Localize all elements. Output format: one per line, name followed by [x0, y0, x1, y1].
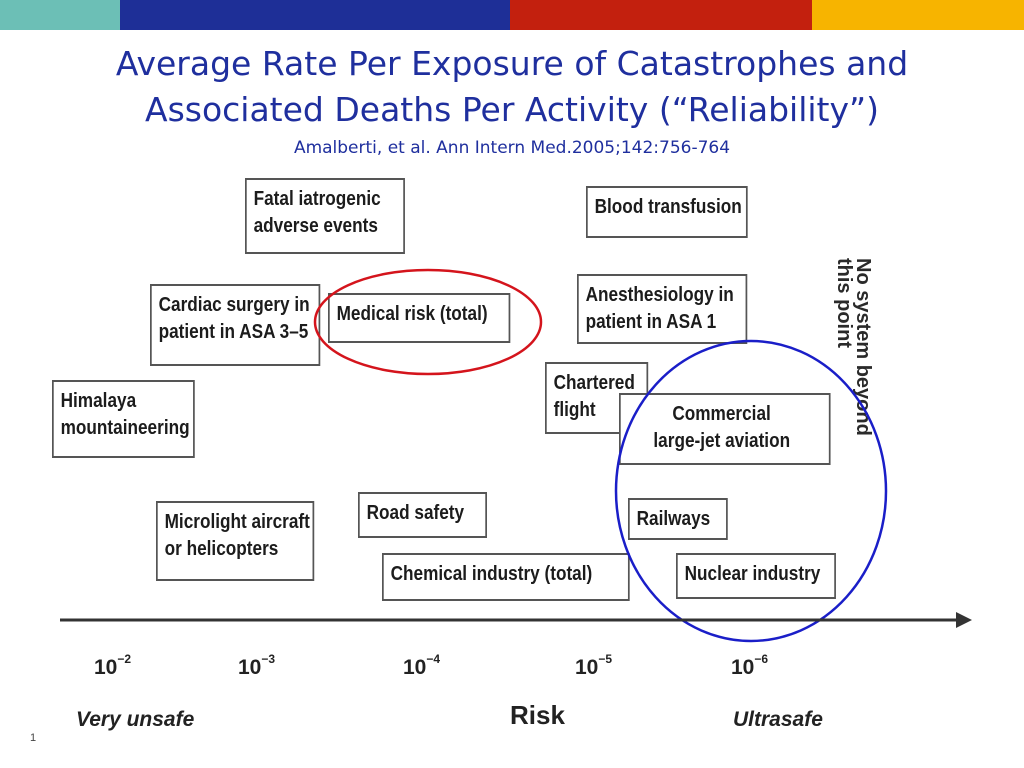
box-blood-transfusion: Blood transfusion — [586, 186, 748, 238]
tick-exponent: −6 — [754, 652, 769, 666]
blue-highlight-ellipse — [614, 339, 888, 643]
slide-number: 1 — [30, 732, 37, 744]
axis-tick: 10−4 — [403, 652, 441, 680]
box-line: or helicopters — [164, 538, 279, 560]
box-line: Microlight aircraft — [164, 511, 310, 533]
box-railways: Railways — [628, 498, 728, 540]
box-line: patient in ASA 3–5 — [158, 321, 309, 343]
box-line: Himalaya — [60, 390, 137, 412]
box-line: mountaineering — [60, 417, 190, 439]
header-stripe-teal — [0, 0, 120, 30]
box-line: Chemical industry (total) — [390, 563, 593, 585]
no-system-beyond-note: No system beyond this point — [833, 258, 874, 436]
box-himalaya: Himalaya mountaineering — [52, 380, 195, 458]
tick-base: 10 — [94, 656, 118, 679]
header-divider — [0, 30, 1024, 32]
box-line: Fatal iatrogenic — [253, 188, 381, 210]
header-stripe-blue — [120, 0, 510, 30]
axis-tick: 10−6 — [731, 652, 769, 680]
risk-axis-arrowhead — [956, 612, 972, 628]
tick-base: 10 — [575, 656, 599, 679]
box-commercial-aviation: Commercial large-jet aviation — [619, 393, 831, 465]
box-line: flight — [553, 399, 596, 421]
box-line: patient in ASA 1 — [585, 311, 717, 333]
tick-exponent: −3 — [261, 652, 276, 666]
tick-base: 10 — [238, 656, 262, 679]
header-stripe-yellow — [812, 0, 1024, 30]
box-fatal-iatrogenic: Fatal iatrogenic adverse events — [245, 178, 405, 254]
box-chemical-industry: Chemical industry (total) — [382, 553, 630, 601]
box-line: Anesthesiology in — [585, 284, 734, 306]
axis-tick: 10−3 — [238, 652, 276, 680]
box-line: Chartered — [553, 372, 635, 394]
header-stripe-red — [510, 0, 812, 30]
tick-exponent: −4 — [426, 652, 441, 666]
box-anesthesiology: Anesthesiology in patient in ASA 1 — [577, 274, 748, 344]
box-nuclear-industry: Nuclear industry — [676, 553, 836, 599]
axis-label-risk: Risk — [510, 700, 565, 730]
box-road-safety: Road safety — [358, 492, 487, 538]
box-cardiac-surgery: Cardiac surgery in patient in ASA 3–5 — [150, 284, 321, 366]
citation: Amalberti, et al. Ann Intern Med.2005;14… — [293, 138, 731, 158]
tick-exponent: −2 — [117, 652, 132, 666]
box-microlight: Microlight aircraft or helicopters — [156, 501, 315, 581]
axis-tick: 10−2 — [94, 652, 132, 680]
box-line: Blood transfusion — [594, 196, 742, 218]
axis-label-ultrasafe: Ultrasafe — [733, 708, 823, 731]
box-line: Cardiac surgery in — [158, 294, 310, 316]
box-line: Commercial — [672, 403, 771, 425]
axis-tick: 10−5 — [575, 652, 613, 680]
tick-exponent: −5 — [598, 652, 613, 666]
box-medical-risk: Medical risk (total) — [328, 293, 511, 343]
red-highlight-ellipse — [313, 268, 543, 376]
box-line: Road safety — [366, 502, 465, 524]
slide-title-line-2: Associated Deaths Per Activity (“Reliabi… — [145, 90, 879, 129]
slide-title-line-1: Average Rate Per Exposure of Catastrophe… — [115, 44, 909, 83]
box-line: Nuclear industry — [684, 563, 821, 585]
box-line: adverse events — [253, 215, 378, 237]
box-line: Medical risk (total) — [336, 303, 488, 325]
tick-base: 10 — [731, 656, 755, 679]
tick-base: 10 — [403, 656, 427, 679]
box-line: large-jet aviation — [653, 430, 791, 452]
axis-label-very-unsafe: Very unsafe — [76, 708, 195, 731]
box-line: Railways — [636, 508, 711, 530]
